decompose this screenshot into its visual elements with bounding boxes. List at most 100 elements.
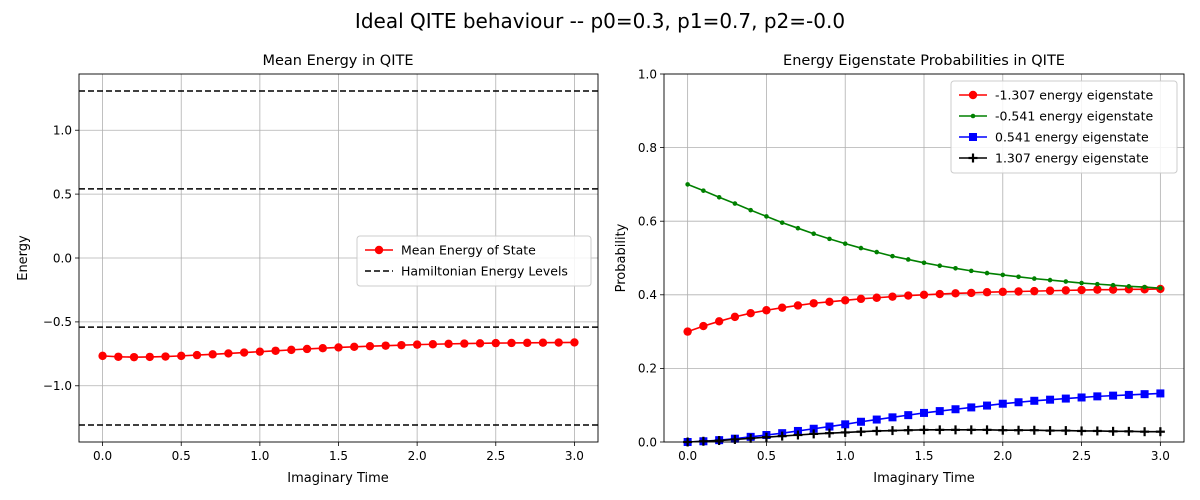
legend-item: 1.307 energy eigenstate [959, 151, 1149, 166]
data-point [475, 339, 485, 348]
data-point [858, 245, 864, 251]
data-point [714, 317, 724, 326]
data-point [967, 403, 976, 412]
y-tick-label: 0.6 [638, 215, 657, 229]
data-point [968, 268, 974, 274]
data-point [1077, 393, 1086, 402]
data-point [827, 236, 832, 242]
legend-label: Mean Energy of State [401, 243, 536, 258]
data-point [887, 426, 897, 436]
x-axis-label: Imaginary Time [873, 471, 975, 486]
data-point [998, 425, 1008, 435]
data-point [1030, 286, 1039, 296]
axes-frame [78, 73, 599, 443]
legend-item: Hamiltonian Energy Levels [365, 264, 568, 279]
data-point [1142, 284, 1147, 290]
data-point [904, 291, 913, 300]
data-point [841, 420, 850, 429]
data-point [856, 427, 866, 437]
series--1-307-energy-eigenstate [683, 284, 1165, 336]
data-point [698, 436, 708, 446]
legend-label: 1.307 energy eigenstate [995, 151, 1149, 166]
data-point [1124, 390, 1133, 399]
y-tick-label: 1.0 [638, 67, 657, 81]
legend-item: Mean Energy of State [365, 243, 536, 258]
data-point [983, 401, 992, 410]
chart-title: Mean Energy in QITE [262, 53, 413, 69]
data-point [491, 338, 500, 348]
data-point [129, 352, 139, 362]
data-point [716, 194, 722, 200]
series-1-307-energy-eigenstate [683, 425, 1165, 447]
data-point [967, 288, 976, 298]
x-tick-label: 1.0 [836, 449, 855, 463]
data-point [951, 405, 960, 414]
data-point [982, 425, 992, 435]
data-point [114, 352, 123, 361]
data-point [920, 408, 928, 417]
data-point [1109, 391, 1118, 400]
data-point [1092, 426, 1102, 436]
data-point [1140, 427, 1150, 437]
data-point [746, 309, 755, 318]
data-point [1045, 426, 1055, 436]
x-tick-label: 0.0 [93, 449, 112, 463]
data-point [984, 270, 990, 276]
data-point [888, 292, 897, 301]
data-point [1014, 398, 1023, 407]
data-point [1045, 286, 1055, 295]
series-mean-energy-of-state [98, 338, 579, 362]
data-point [1093, 285, 1102, 294]
data-point [1047, 277, 1053, 283]
data-point [998, 287, 1007, 297]
legend-box [950, 80, 1178, 174]
data-point [460, 339, 469, 348]
data-point [953, 266, 958, 271]
y-tick-label: 0.5 [53, 187, 72, 201]
axes-frame [663, 73, 1185, 443]
data-point [732, 201, 738, 206]
chart-title: Energy Eigenstate Probabilities in QITE [783, 53, 1065, 69]
data-point [872, 415, 881, 424]
x-tick-label: 2.5 [1072, 449, 1091, 463]
data-point [381, 341, 390, 350]
y-tick-label: 0.8 [638, 141, 657, 155]
data-point [1077, 285, 1086, 295]
data-point [1158, 285, 1163, 291]
data-point [874, 249, 880, 255]
data-point [507, 338, 516, 348]
data-point [714, 436, 724, 446]
data-point [951, 425, 961, 435]
data-point [1061, 394, 1070, 403]
data-point [856, 417, 865, 426]
data-point [699, 321, 708, 331]
data-point [365, 341, 375, 351]
x-tick-label: 3.0 [565, 449, 584, 463]
y-tick-label: −1.0 [43, 379, 72, 393]
data-point [762, 306, 771, 315]
legend-label: 0.541 energy eigenstate [995, 130, 1149, 145]
data-point [1140, 390, 1149, 399]
data-point [825, 297, 834, 306]
data-point [921, 260, 927, 266]
x-tick-label: 2.0 [993, 449, 1012, 463]
legend-box [356, 235, 592, 287]
x-tick-label: 3.0 [1151, 449, 1170, 463]
data-point [208, 350, 217, 359]
data-point [412, 340, 422, 349]
legend-item: -1.307 energy eigenstate [959, 88, 1153, 103]
data-point [428, 340, 438, 349]
data-point [777, 303, 787, 312]
data-point [1108, 426, 1118, 436]
data-point [779, 220, 785, 225]
mean-energy-chart: Mean Energy in QITE Imaginary Time Energ… [16, 53, 599, 486]
data-point [809, 299, 818, 308]
data-point [764, 214, 769, 219]
data-point [842, 241, 848, 246]
data-point [937, 263, 943, 269]
data-point [746, 433, 756, 443]
data-point [334, 343, 343, 352]
legend-item: -0.541 energy eigenstate [959, 109, 1153, 124]
data-point [1077, 426, 1087, 436]
